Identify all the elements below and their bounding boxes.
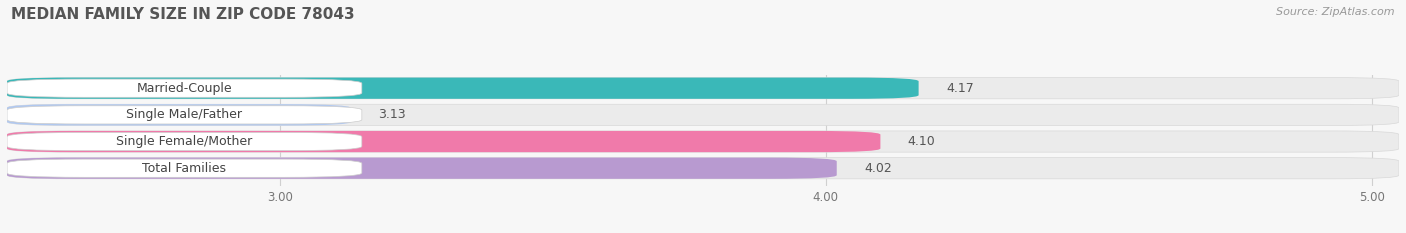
- Text: 3.13: 3.13: [378, 108, 406, 121]
- Text: Source: ZipAtlas.com: Source: ZipAtlas.com: [1277, 7, 1395, 17]
- Text: 4.10: 4.10: [908, 135, 935, 148]
- Text: 4.17: 4.17: [946, 82, 974, 95]
- FancyBboxPatch shape: [7, 104, 1399, 126]
- FancyBboxPatch shape: [7, 79, 361, 97]
- FancyBboxPatch shape: [7, 158, 837, 179]
- FancyBboxPatch shape: [7, 104, 351, 126]
- FancyBboxPatch shape: [7, 159, 361, 177]
- Text: Single Male/Father: Single Male/Father: [127, 108, 242, 121]
- FancyBboxPatch shape: [7, 132, 361, 151]
- Text: Married-Couple: Married-Couple: [136, 82, 232, 95]
- FancyBboxPatch shape: [7, 131, 880, 152]
- FancyBboxPatch shape: [7, 106, 361, 124]
- FancyBboxPatch shape: [7, 78, 1399, 99]
- Text: Total Families: Total Families: [142, 162, 226, 175]
- Text: 4.02: 4.02: [865, 162, 891, 175]
- FancyBboxPatch shape: [7, 131, 1399, 152]
- Text: MEDIAN FAMILY SIZE IN ZIP CODE 78043: MEDIAN FAMILY SIZE IN ZIP CODE 78043: [11, 7, 354, 22]
- FancyBboxPatch shape: [7, 78, 918, 99]
- FancyBboxPatch shape: [7, 158, 1399, 179]
- Text: Single Female/Mother: Single Female/Mother: [117, 135, 253, 148]
